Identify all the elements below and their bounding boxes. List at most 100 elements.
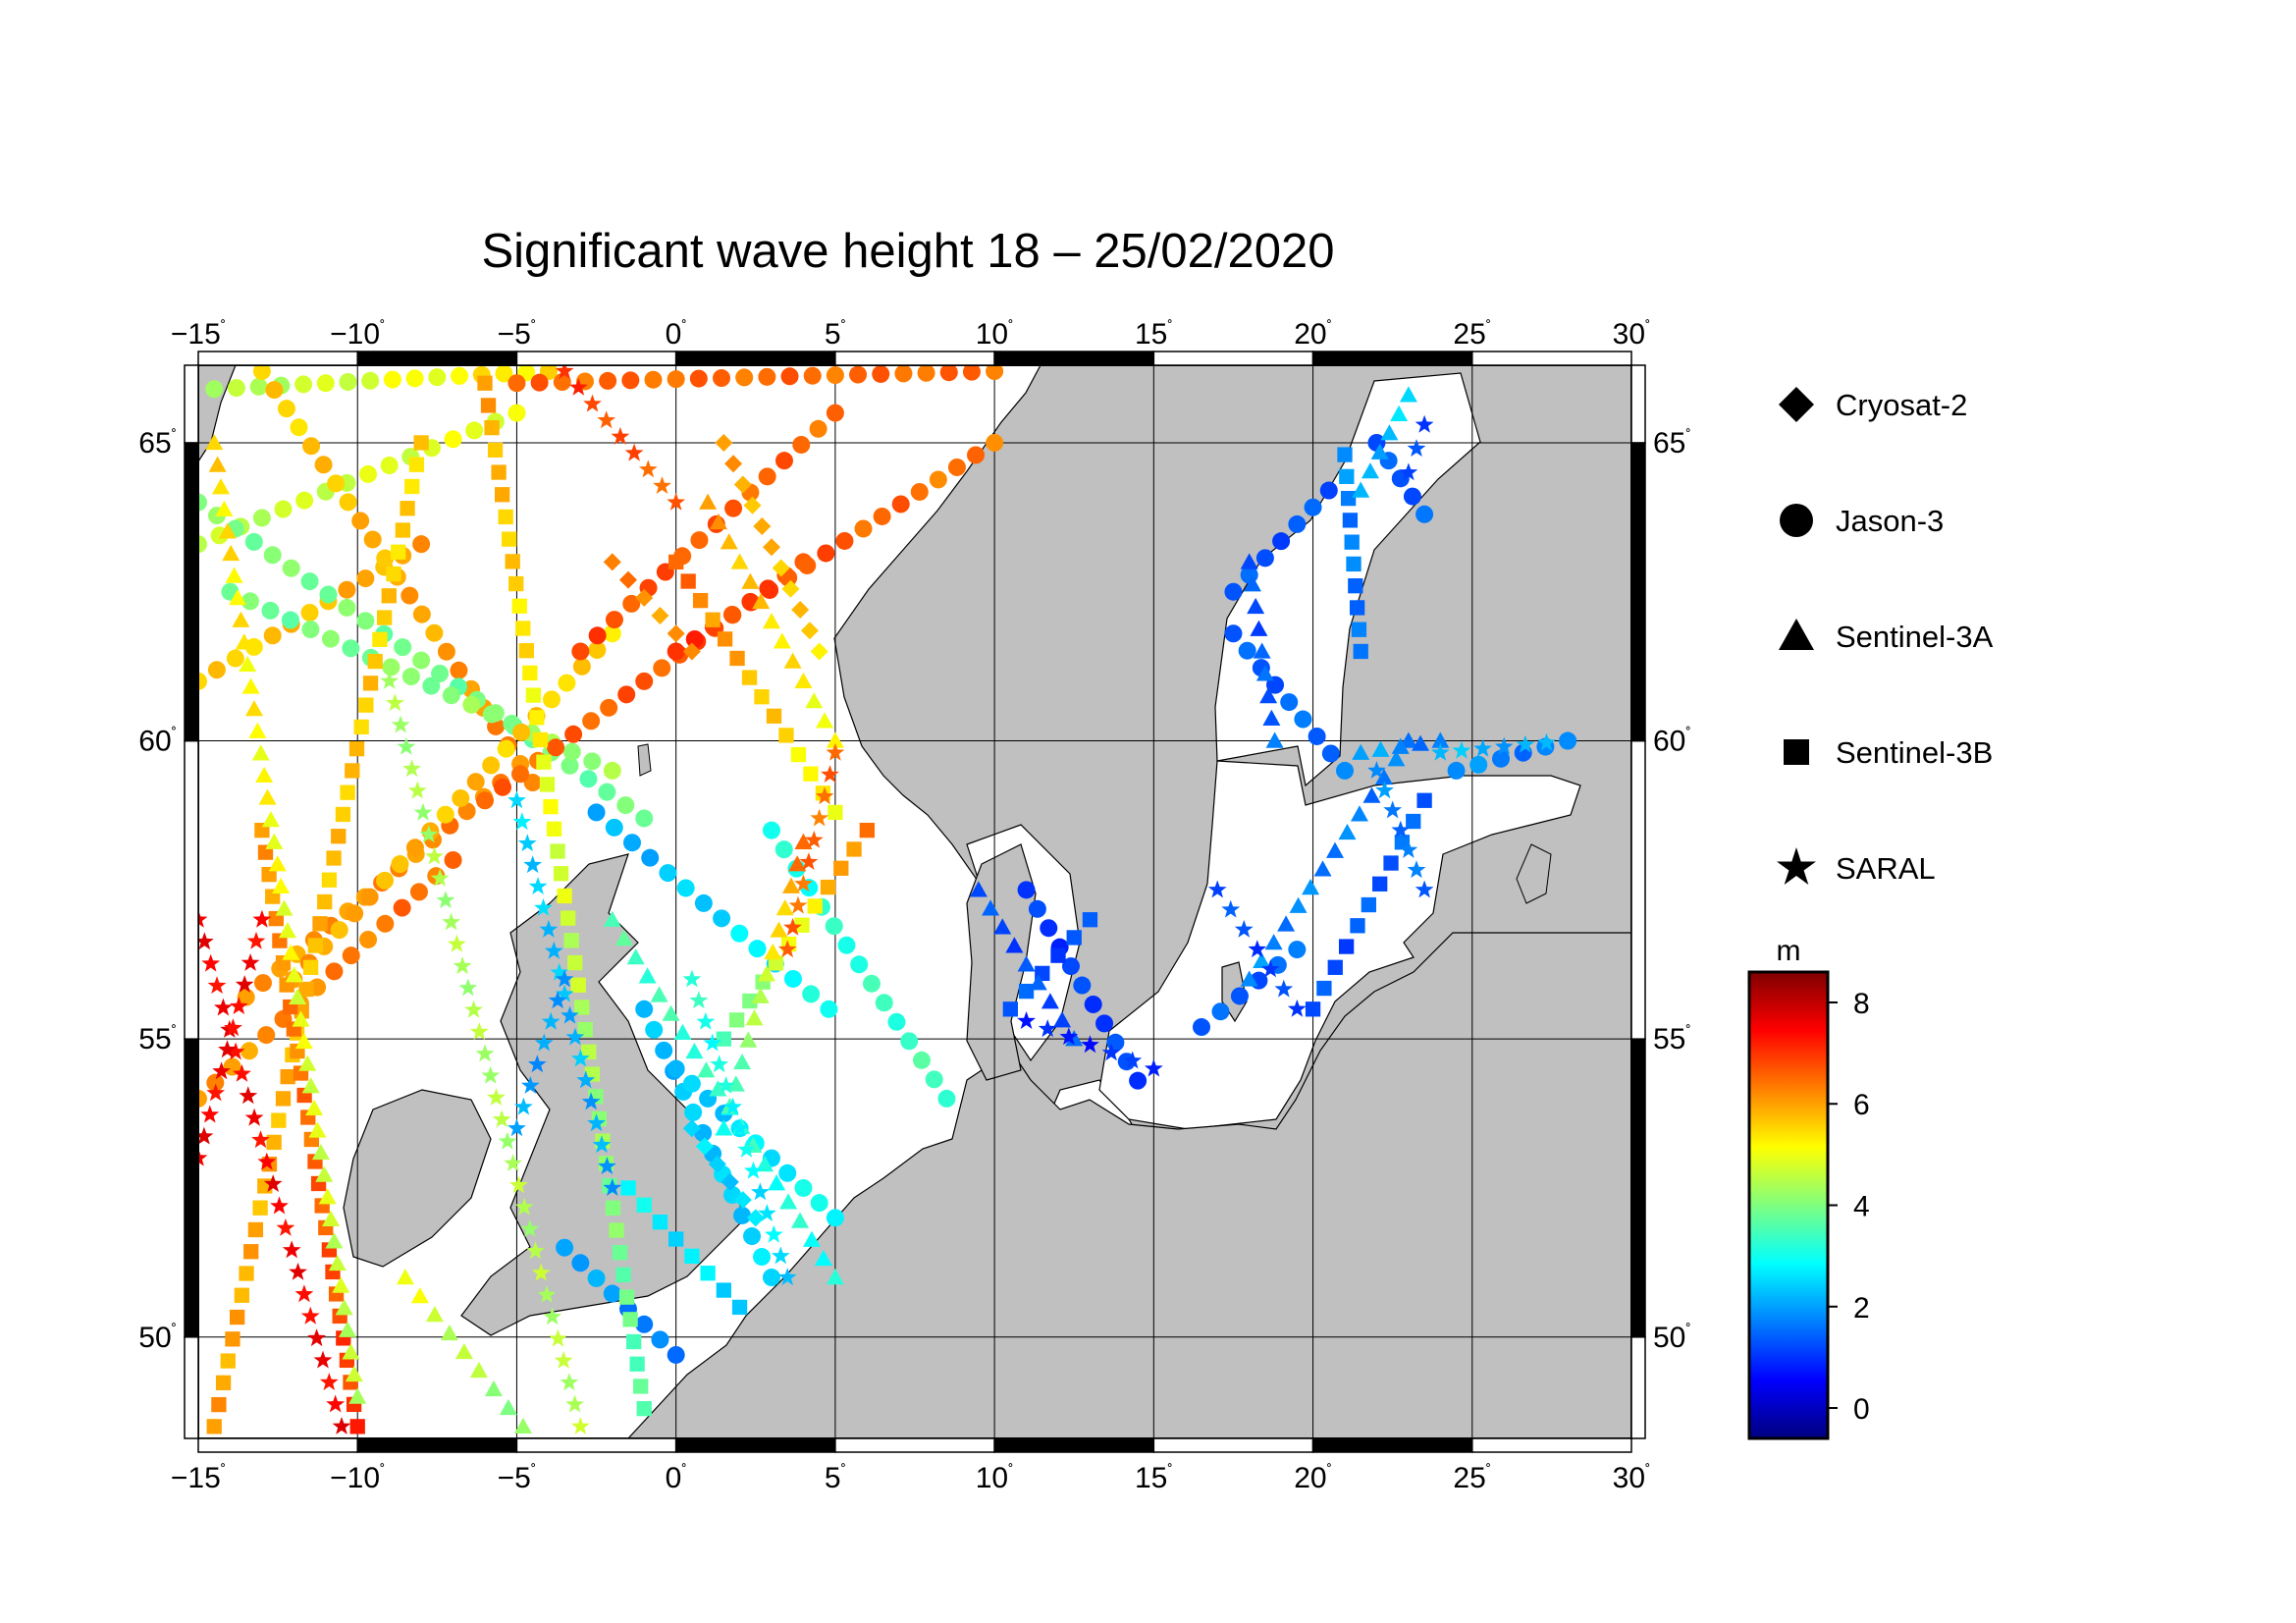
circle-marker <box>667 370 685 389</box>
triangle-marker <box>275 899 294 916</box>
triangle-marker <box>1302 879 1320 895</box>
square-marker <box>349 1419 365 1434</box>
frame-bar-top <box>356 351 518 366</box>
square-marker <box>577 1022 593 1038</box>
triangle-marker <box>1352 481 1370 498</box>
square-marker <box>1351 622 1367 637</box>
triangle-marker <box>1362 786 1381 803</box>
circle-marker <box>986 365 1004 381</box>
circle-marker <box>507 404 526 422</box>
square-marker <box>348 740 365 757</box>
square-marker <box>700 1266 716 1281</box>
triangle-marker <box>396 1269 414 1285</box>
square-marker <box>705 612 721 627</box>
square-marker <box>1344 534 1360 550</box>
square-marker <box>629 1356 645 1372</box>
circle-marker <box>376 914 395 933</box>
circle-marker <box>1255 549 1274 568</box>
circle-marker <box>1017 881 1036 899</box>
frame-bar-left <box>184 739 199 1040</box>
square-marker <box>553 866 569 882</box>
circle-marker <box>603 624 621 643</box>
circle-marker <box>1308 727 1326 745</box>
square-marker <box>560 910 576 926</box>
square-marker <box>1018 983 1035 1000</box>
legend-star-icon <box>1777 847 1816 885</box>
triangle-marker <box>294 1032 313 1050</box>
circle-marker <box>428 368 447 387</box>
circle-marker <box>635 1000 654 1018</box>
square-marker <box>625 1333 642 1350</box>
diamond-marker <box>763 538 780 557</box>
circle-marker <box>393 898 411 917</box>
circle-marker <box>1469 755 1488 774</box>
great-britain <box>460 853 747 1336</box>
circle-marker <box>425 623 444 642</box>
frame-bar-right <box>1630 739 1646 1040</box>
star-marker <box>487 1088 506 1106</box>
triangle-marker <box>650 986 668 1002</box>
colorbar-tick-label: 2 <box>1853 1292 1870 1325</box>
circle-marker <box>887 1012 906 1031</box>
star-marker <box>561 1005 579 1024</box>
circle-marker <box>437 642 455 661</box>
circle-marker <box>900 1032 919 1051</box>
circle-marker <box>249 377 268 396</box>
circle-marker <box>351 512 370 530</box>
square-marker <box>790 746 807 763</box>
circle-marker <box>690 531 709 550</box>
circle-marker <box>667 642 685 661</box>
star-marker <box>544 941 563 959</box>
square-marker <box>487 442 504 458</box>
square-marker <box>1327 959 1343 975</box>
square-marker <box>230 1309 245 1325</box>
tick-label: 55˚ <box>1653 1023 1691 1055</box>
square-marker <box>502 531 517 547</box>
circle-marker <box>265 381 284 400</box>
star-marker <box>783 917 802 936</box>
square-marker <box>807 898 823 914</box>
circle-marker <box>507 374 526 393</box>
tick-label: 65˚ <box>138 427 177 460</box>
jutland <box>966 843 1037 1081</box>
circle-marker <box>295 491 314 510</box>
star-marker <box>555 969 574 988</box>
circle-marker <box>925 1070 943 1089</box>
star-marker <box>815 786 834 805</box>
triangle-marker <box>225 567 243 583</box>
circle-marker <box>653 659 671 677</box>
circle-marker <box>380 457 399 475</box>
circle-marker <box>342 947 360 965</box>
star-marker <box>682 969 702 988</box>
star-marker <box>730 1118 749 1137</box>
square-marker <box>408 457 425 472</box>
diamond-marker <box>772 559 790 577</box>
circle-marker <box>1230 987 1249 1005</box>
square-marker <box>362 676 379 691</box>
triangle-marker <box>215 500 234 516</box>
triangle-marker <box>318 1188 337 1205</box>
star-marker <box>1537 732 1556 751</box>
star-marker <box>565 1027 585 1046</box>
circle-marker <box>300 603 319 622</box>
triangle-marker <box>232 611 250 627</box>
star-marker <box>512 812 532 831</box>
triangle-marker <box>741 572 760 589</box>
circle-marker <box>713 909 731 928</box>
diamond-marker <box>724 455 743 473</box>
circle-marker <box>465 421 484 440</box>
triangle-marker <box>733 1053 752 1070</box>
triangle-marker <box>1399 731 1417 748</box>
circle-marker <box>252 365 271 381</box>
triangle-marker <box>826 1269 844 1285</box>
square-marker <box>633 1379 649 1394</box>
diamond-marker <box>619 570 637 589</box>
circle-marker <box>422 676 441 695</box>
star-marker <box>550 962 569 981</box>
star-marker <box>413 802 433 821</box>
circle-marker <box>582 712 601 730</box>
star-marker <box>689 991 709 1009</box>
legend-label: Jason-3 <box>1836 504 1944 538</box>
circle-marker <box>376 871 395 890</box>
circle-marker <box>947 458 966 476</box>
